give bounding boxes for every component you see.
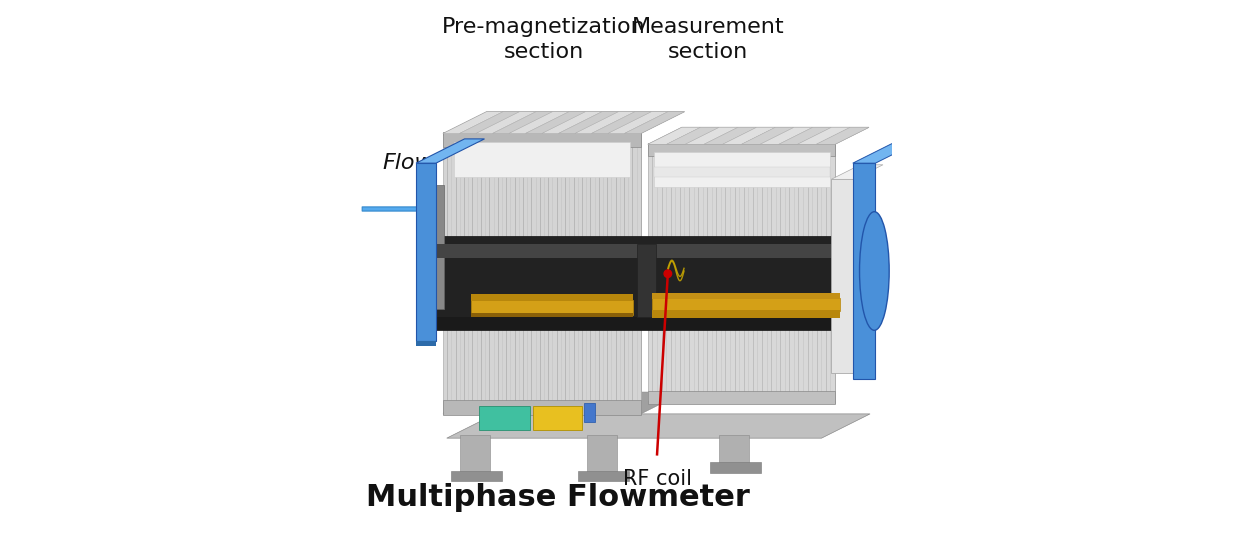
Text: Pre-magnetization
section: Pre-magnetization section — [442, 17, 646, 62]
Bar — [471, 300, 633, 315]
Polygon shape — [648, 127, 870, 144]
Bar — [654, 152, 830, 188]
Bar — [648, 391, 835, 404]
Polygon shape — [608, 112, 668, 133]
Circle shape — [664, 270, 672, 278]
Polygon shape — [447, 414, 870, 438]
Polygon shape — [831, 165, 883, 179]
Bar — [452, 470, 503, 481]
Polygon shape — [853, 163, 876, 379]
Polygon shape — [648, 127, 700, 144]
Polygon shape — [476, 112, 536, 133]
Bar — [652, 293, 841, 299]
Bar — [460, 435, 490, 473]
Polygon shape — [624, 112, 684, 133]
Bar — [443, 400, 641, 415]
Bar — [454, 141, 631, 177]
Bar — [434, 317, 866, 330]
Bar — [532, 406, 581, 430]
Bar — [587, 435, 617, 473]
Polygon shape — [459, 112, 520, 133]
Polygon shape — [415, 341, 435, 346]
Polygon shape — [493, 112, 552, 133]
Bar — [471, 294, 633, 301]
Polygon shape — [575, 112, 636, 133]
Polygon shape — [760, 127, 812, 144]
Polygon shape — [723, 127, 775, 144]
Bar — [637, 244, 656, 317]
Bar — [654, 167, 830, 177]
Polygon shape — [434, 185, 444, 309]
Text: RF coil: RF coil — [622, 469, 692, 488]
Polygon shape — [542, 112, 602, 133]
Text: Measurement
section: Measurement section — [632, 17, 785, 62]
Bar — [710, 462, 761, 473]
Polygon shape — [559, 112, 618, 133]
Bar — [577, 470, 629, 481]
Bar — [648, 144, 835, 403]
Bar — [434, 244, 866, 257]
Bar — [434, 236, 866, 330]
Polygon shape — [779, 127, 831, 144]
Polygon shape — [667, 127, 719, 144]
Ellipse shape — [860, 212, 889, 330]
Polygon shape — [415, 163, 435, 341]
Polygon shape — [831, 179, 853, 373]
Polygon shape — [591, 112, 652, 133]
Bar — [585, 403, 595, 422]
Bar — [652, 298, 841, 312]
Bar — [479, 406, 530, 430]
Polygon shape — [704, 127, 756, 144]
Bar — [648, 143, 835, 156]
Bar — [443, 133, 641, 414]
Polygon shape — [741, 127, 794, 144]
Text: Multiphase Flowmeter: Multiphase Flowmeter — [366, 483, 750, 512]
Polygon shape — [525, 112, 586, 133]
Polygon shape — [415, 139, 484, 163]
Polygon shape — [443, 112, 684, 133]
Bar — [719, 435, 749, 465]
Polygon shape — [853, 144, 914, 163]
Bar — [443, 132, 641, 147]
Text: Flow: Flow — [382, 153, 433, 173]
Polygon shape — [685, 127, 738, 144]
Bar — [471, 313, 633, 317]
Polygon shape — [509, 112, 569, 133]
Polygon shape — [443, 392, 684, 414]
Polygon shape — [816, 127, 870, 144]
Polygon shape — [443, 112, 503, 133]
Polygon shape — [797, 127, 850, 144]
Bar — [652, 310, 841, 318]
